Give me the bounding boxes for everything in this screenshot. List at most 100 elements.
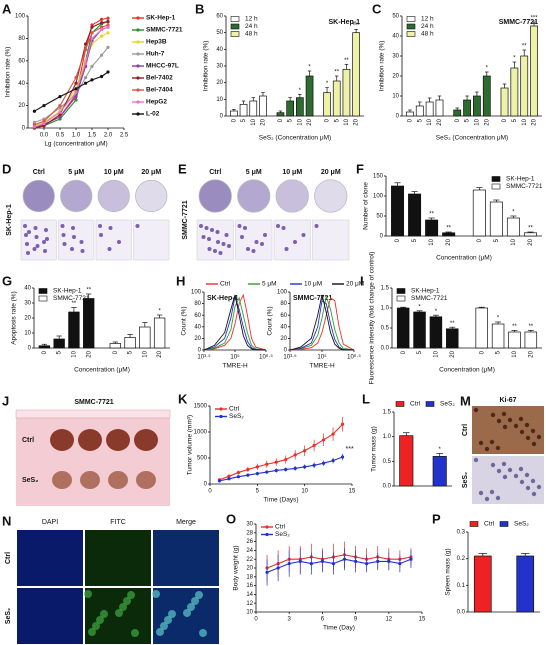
legend-swatch bbox=[38, 288, 48, 294]
y-tick-label: 0 bbox=[22, 126, 26, 132]
bar bbox=[473, 555, 492, 613]
colony-dot bbox=[204, 226, 209, 230]
series-line bbox=[34, 71, 109, 112]
x-tick-label: 15 bbox=[419, 617, 426, 623]
x-tick-label: 0 bbox=[278, 118, 284, 122]
bar bbox=[109, 343, 121, 349]
significance: ** bbox=[528, 226, 533, 232]
bar bbox=[415, 105, 424, 117]
point bbox=[32, 125, 37, 129]
nucleus bbox=[518, 466, 524, 472]
significance: * bbox=[486, 66, 489, 72]
point bbox=[320, 559, 324, 564]
y-tick-label: 0 bbox=[198, 348, 202, 354]
bar bbox=[516, 555, 535, 613]
fitc-signal bbox=[119, 603, 127, 611]
nucleus bbox=[531, 491, 537, 497]
tumor-photo bbox=[16, 410, 170, 506]
fitc-signal bbox=[152, 590, 160, 598]
x-tick-label: 2.0 bbox=[104, 133, 113, 139]
legend-swatch bbox=[396, 288, 406, 294]
colony-dot bbox=[293, 240, 297, 244]
colony-dot bbox=[60, 224, 65, 228]
nucleus bbox=[489, 439, 495, 445]
significance: ** bbox=[528, 324, 533, 330]
point bbox=[84, 42, 88, 46]
y-tick-label: 40 bbox=[280, 324, 287, 330]
point bbox=[236, 475, 240, 479]
legend-label: Ctrl bbox=[410, 401, 421, 408]
panel-letter: F bbox=[356, 161, 364, 176]
nucleus bbox=[524, 472, 530, 478]
significance: * bbox=[308, 65, 311, 71]
point bbox=[340, 455, 345, 459]
point bbox=[322, 438, 326, 442]
y-tick-label: 28 bbox=[246, 530, 253, 536]
photo-title: SMMC-7721 bbox=[74, 399, 113, 406]
x-tick-label: 12 bbox=[385, 617, 392, 623]
point bbox=[58, 115, 62, 119]
point bbox=[274, 460, 278, 464]
y-axis-label: Inhibition rate (%) bbox=[379, 41, 386, 92]
y-tick-label: 10 bbox=[246, 610, 253, 616]
point bbox=[32, 109, 37, 113]
bar bbox=[38, 345, 51, 349]
colony-dot bbox=[213, 249, 217, 253]
point bbox=[74, 76, 78, 80]
point bbox=[309, 562, 313, 566]
point bbox=[32, 120, 37, 124]
y-tick-label: 50 bbox=[216, 30, 223, 36]
y-tick-label: 50 bbox=[376, 214, 383, 220]
x-tick-label: 0 bbox=[208, 489, 212, 495]
nucleus bbox=[507, 417, 513, 423]
plot-title: SMMC-7721 bbox=[499, 19, 538, 26]
point bbox=[100, 53, 104, 57]
bar bbox=[323, 92, 331, 117]
panel-letter: B bbox=[195, 1, 204, 16]
x-tick-label: 10 bbox=[522, 118, 528, 125]
bar bbox=[435, 99, 444, 117]
colony-dot bbox=[284, 247, 289, 251]
point bbox=[42, 104, 46, 108]
bar bbox=[406, 111, 414, 117]
x-tick-label: 10 bbox=[433, 350, 439, 357]
x-axis-label: TMRE-H bbox=[222, 363, 248, 370]
fitc-signal bbox=[199, 629, 207, 637]
colony-dot bbox=[24, 233, 28, 237]
y-axis-label: Apoptosis rate (%) bbox=[11, 291, 18, 344]
panel-letter: N bbox=[2, 513, 11, 528]
x-tick-label: 1.0 bbox=[72, 133, 81, 139]
x-tick-label: 10 bbox=[429, 238, 435, 245]
point bbox=[106, 45, 110, 49]
x-tick-label: 10³·⁵ bbox=[197, 354, 211, 361]
point bbox=[42, 119, 46, 123]
legend-label: 10 μM bbox=[304, 281, 322, 288]
point bbox=[58, 104, 62, 108]
x-axis-label: Concentration (μM) bbox=[436, 255, 492, 262]
point bbox=[42, 124, 46, 128]
y-axis-label: Spleen mass (g) bbox=[445, 548, 452, 595]
row-label: SeS₂ bbox=[22, 477, 38, 484]
colony-dot bbox=[79, 240, 84, 244]
y-tick-label: 150 bbox=[373, 174, 384, 180]
legend-swatch bbox=[499, 521, 509, 527]
nucleus bbox=[531, 441, 537, 447]
x-axis-label: SeS₂ (Concentration μM) bbox=[259, 135, 331, 142]
y-tick-label: 0.5 bbox=[383, 459, 392, 465]
y-tick-label: 0.3 bbox=[457, 530, 466, 536]
column-label: 10 μM bbox=[282, 169, 302, 176]
colony-micrograph bbox=[95, 219, 132, 261]
x-tick-label: 2.5 bbox=[120, 133, 129, 139]
tumor bbox=[52, 471, 72, 489]
series-line bbox=[34, 21, 109, 129]
series-line bbox=[34, 24, 109, 126]
colony-dot bbox=[25, 242, 29, 246]
point bbox=[106, 20, 110, 24]
legend-label: 12 h bbox=[421, 16, 434, 23]
colony-dot bbox=[70, 247, 74, 251]
colony-dot bbox=[33, 226, 38, 230]
colony-micrograph bbox=[58, 219, 95, 261]
significance: * bbox=[299, 88, 302, 94]
x-tick-label: 0 bbox=[325, 118, 331, 122]
column-label: Ctrl bbox=[33, 169, 45, 176]
